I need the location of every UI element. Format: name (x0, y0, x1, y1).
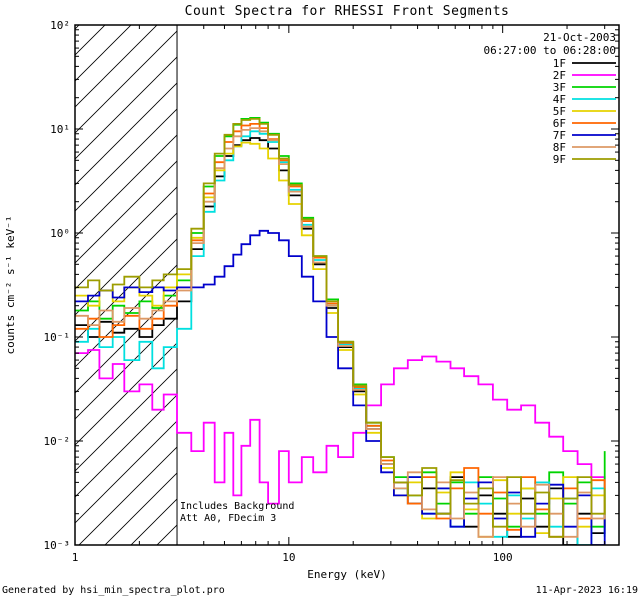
annotation-background: Includes Background (180, 501, 294, 512)
x-tick-label: 10 (282, 551, 295, 564)
x-axis-label: Energy (keV) (307, 568, 386, 581)
footer-generator: Generated by hsi_min_spectra_plot.pro (2, 585, 225, 596)
annotation-attenuator: Att A0, FDecim 3 (180, 513, 276, 524)
y-tick-label: 10⁰ (50, 227, 70, 240)
spectra-curves (75, 117, 606, 545)
legend-label-7F: 7F (553, 129, 566, 142)
y-tick-label: 10⁻² (44, 435, 71, 448)
legend-label-3F: 3F (553, 81, 566, 94)
y-tick-label: 10² (50, 19, 70, 32)
series-curve-7F (75, 229, 606, 545)
legend-label-1F: 1F (553, 57, 566, 70)
legend-label-2F: 2F (553, 69, 566, 82)
x-tick-label: 100 (493, 551, 513, 564)
legend-label-6F: 6F (553, 117, 566, 130)
y-axis-label: counts cm⁻² s⁻¹ keV⁻¹ (4, 215, 17, 354)
y-tick-label: 10⁻³ (44, 539, 71, 552)
hatched-low-energy-region (75, 25, 178, 545)
footer-timestamp: 11-Apr-2023 16:19 (536, 585, 638, 596)
y-tick-label: 10⁻¹ (44, 331, 71, 344)
legend-label-8F: 8F (553, 141, 566, 154)
x-tick-label: 1 (72, 551, 79, 564)
legend-label-5F: 5F (553, 105, 566, 118)
plot-title: Count Spectra for RHESSI Front Segments (185, 4, 510, 19)
series-curve-9F (75, 118, 606, 538)
axes: 1 10 100 10² 10¹ 10⁰ 10⁻¹ 10⁻² 10⁻³ (44, 19, 619, 564)
y-tick-label: 10¹ (50, 123, 70, 136)
legend-label-4F: 4F (553, 93, 566, 106)
plot-frame (74, 24, 620, 546)
series-curve-2F (75, 349, 606, 505)
legend-label-9F: 9F (553, 153, 566, 166)
obs-date: 21-Oct-2003 (543, 31, 616, 44)
obs-time-range: 06:27:00 to 06:28:00 (484, 44, 616, 57)
hatch-fill (75, 25, 178, 545)
